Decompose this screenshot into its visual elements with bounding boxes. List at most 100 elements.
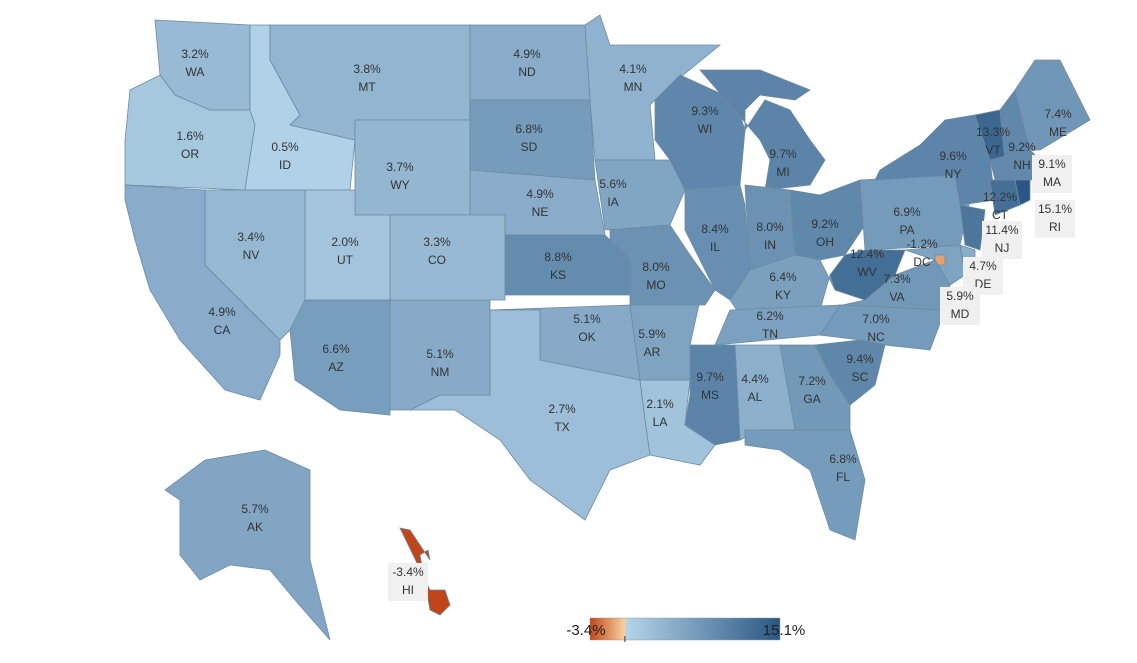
state (959, 204, 986, 251)
state-label: WA (186, 65, 205, 79)
labels: 3.2% WA 1.6% OR 0.5% ID 3.8% MT 3.7% WY 4.9% ND 6.8%… (176, 47, 1075, 601)
label-box (1032, 155, 1072, 193)
state-label: NE (532, 205, 549, 219)
state-label: NV (243, 248, 260, 262)
state-label: IL (710, 240, 720, 254)
state-label: DC (913, 255, 931, 269)
value-label: 2.7% (548, 402, 576, 416)
value-label: 4.7% (969, 259, 997, 273)
state-label: ID (279, 158, 291, 172)
value-label: 3.7% (386, 160, 414, 174)
state-label: CO (428, 253, 446, 267)
state-label: MS (701, 388, 719, 402)
value-label: 6.2% (756, 309, 784, 323)
state-label: FL (836, 470, 850, 484)
state-label: WI (698, 122, 713, 136)
value-label: 15.1% (1038, 202, 1072, 216)
state-label: WV (857, 265, 876, 279)
legend-bar (589, 617, 781, 641)
value-label: 9.3% (691, 104, 719, 118)
value-label: 2.1% (646, 397, 674, 411)
state (904, 244, 966, 286)
state-label: RI (1049, 220, 1061, 234)
value-label: 4.9% (526, 187, 554, 201)
value-label: 4.4% (741, 372, 769, 386)
value-label: 4.9% (513, 47, 541, 61)
state-label: OH (816, 235, 834, 249)
value-label: 5.9% (946, 289, 974, 303)
value-label: 1.6% (176, 129, 204, 143)
value-label: 3.3% (423, 235, 451, 249)
state-label: NY (945, 167, 962, 181)
state-label: SD (521, 140, 538, 154)
state-label: OK (578, 330, 595, 344)
state-label: MA (1043, 175, 1061, 189)
value-label: 5.9% (638, 327, 666, 341)
value-label: 9.2% (1008, 140, 1036, 154)
value-label: 4.9% (208, 305, 236, 319)
state (469, 24, 591, 101)
value-label: 9.6% (939, 149, 967, 163)
state-label: MN (624, 80, 643, 94)
value-label: 6.8% (829, 452, 857, 466)
value-label: 3.8% (353, 62, 381, 76)
state-label: VT (985, 143, 1001, 157)
value-label: 8.0% (756, 220, 784, 234)
state-label: TX (554, 420, 569, 434)
state (504, 234, 631, 296)
value-label: 3.2% (181, 47, 209, 61)
value-label: -1.2% (906, 237, 938, 251)
value-label: 7.2% (798, 374, 826, 388)
value-label: 4.1% (619, 62, 647, 76)
state (399, 527, 451, 616)
state-label: CT (992, 208, 1009, 222)
legend-min-label: -3.4% (566, 622, 605, 639)
state-label: AZ (328, 360, 343, 374)
value-label: 9.7% (696, 370, 724, 384)
label-box (388, 563, 428, 601)
state-label: KY (775, 288, 791, 302)
value-label: 9.4% (846, 352, 874, 366)
state-label: ME (1049, 125, 1067, 139)
value-label: 2.0% (331, 235, 359, 249)
state (594, 159, 686, 231)
state-label: AL (748, 390, 763, 404)
state-label: NC (867, 330, 885, 344)
value-label: 7.3% (883, 272, 911, 286)
value-label: 8.0% (642, 260, 670, 274)
value-label: 7.0% (862, 312, 890, 326)
value-label: 11.4% (985, 223, 1018, 237)
value-label: 5.6% (599, 177, 627, 191)
state-label: MD (951, 307, 970, 321)
state (389, 214, 506, 301)
state (729, 254, 836, 316)
state-label: AR (644, 345, 661, 359)
value-label: -3.4% (392, 565, 424, 579)
value-label: 12.4% (850, 247, 884, 261)
state (699, 69, 826, 191)
value-label: 6.8% (515, 122, 543, 136)
value-label: 9.2% (811, 217, 839, 231)
value-label: 6.4% (769, 270, 797, 284)
value-label: 6.9% (893, 205, 921, 219)
state (744, 429, 866, 541)
label-box (982, 221, 1022, 259)
state-label: PA (899, 223, 914, 237)
state-label: MT (358, 80, 376, 94)
state-label: UT (337, 253, 354, 267)
state-label: IN (764, 238, 776, 252)
state-label: WY (390, 178, 409, 192)
value-label: 7.4% (1044, 107, 1072, 121)
states (124, 14, 1091, 641)
state-label: TN (762, 327, 778, 341)
state-label: NJ (995, 241, 1010, 255)
state-label: VA (889, 290, 904, 304)
state-label: IA (607, 195, 618, 209)
value-label: 9.1% (1038, 157, 1066, 171)
state (124, 184, 281, 401)
state (164, 449, 331, 641)
state-label: ND (518, 65, 536, 79)
legend-max-label: 15.1% (763, 622, 806, 639)
state-label: NH (1013, 158, 1030, 172)
